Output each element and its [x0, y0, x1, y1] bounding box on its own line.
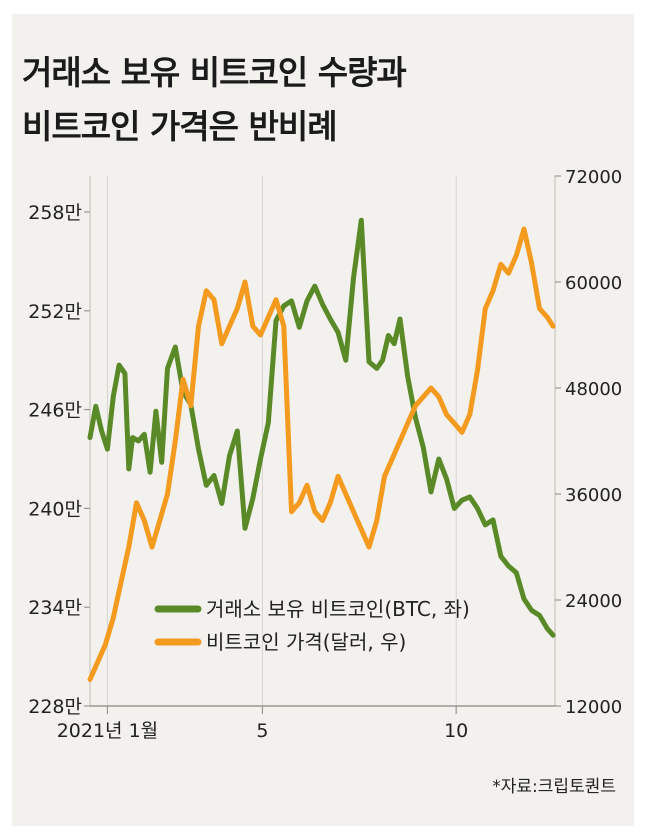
title-line-2: 비트코인 가격은 반비례: [22, 107, 338, 146]
series-lines: [87, 217, 556, 682]
title-line-1: 거래소 보유 비트코인 수량과: [22, 53, 407, 92]
right-tick-label: 72000: [565, 167, 622, 188]
source-note: *자료:크립토퀀트: [492, 777, 616, 797]
left-tick-label: 246만: [28, 400, 82, 422]
tick-labels: 228만 234만 240만 246만 252만 258만 12000 24000 36000 4…: [28, 167, 622, 742]
x-tick-label: 5: [256, 720, 268, 742]
left-tick-label: 228만: [28, 696, 82, 718]
legend-label: 거래소 보유 비트코인(BTC, 좌): [206, 597, 470, 621]
chart-title: 거래소 보유 비트코인 수량과 비트코인 가격은 반비례: [22, 46, 407, 154]
legend-label: 비트코인 가격(달러, 우): [206, 630, 406, 654]
x-tick-label: 2021년 1월: [57, 720, 158, 742]
left-tick-label: 234만: [28, 597, 82, 619]
right-tick-label: 12000: [565, 697, 622, 718]
right-tick-label: 48000: [565, 379, 622, 400]
series-line-btc-holdings: [87, 217, 556, 638]
left-tick-label: 252만: [28, 301, 82, 323]
left-tick-label: 258만: [28, 202, 82, 224]
legend: 거래소 보유 비트코인(BTC, 좌) 비트코인 가격(달러, 우): [154, 597, 470, 654]
x-tick-label: 10: [444, 720, 468, 742]
axes: [84, 175, 561, 714]
right-tick-label: 36000: [565, 485, 622, 506]
left-tick-label: 240만: [28, 498, 82, 520]
series-line-btc-price: [87, 226, 556, 682]
chart-panel: [12, 14, 634, 826]
right-tick-label: 24000: [565, 591, 622, 612]
right-tick-label: 60000: [565, 273, 622, 294]
